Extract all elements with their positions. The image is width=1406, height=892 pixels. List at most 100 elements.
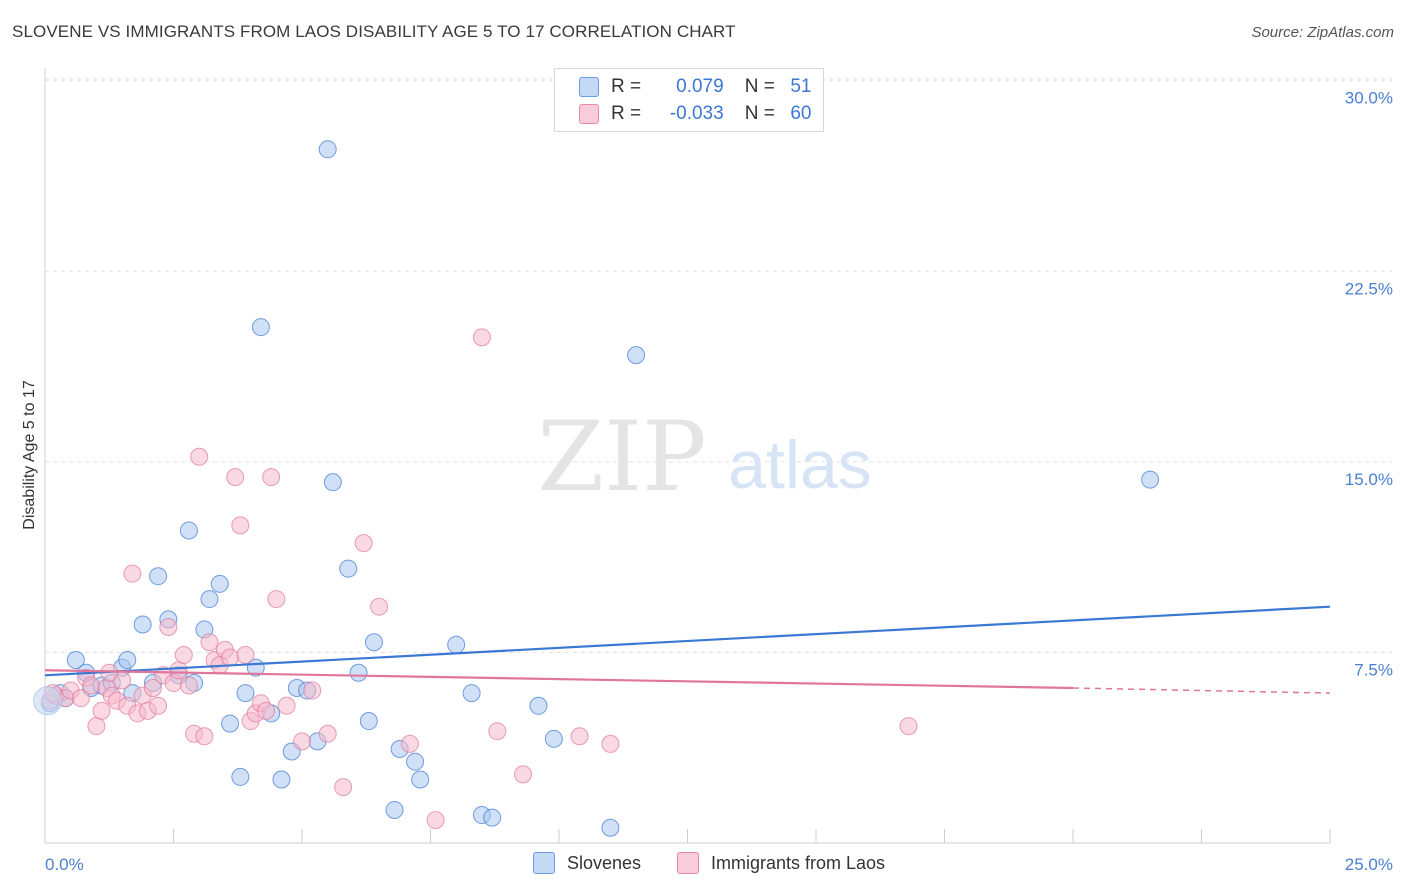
- point-slovenes: [221, 714, 240, 733]
- point-laos: [236, 645, 255, 664]
- point-laos: [267, 590, 286, 609]
- y-tick-label: 7.5%: [1354, 660, 1393, 679]
- tick-labels: 7.5% 15.0% 22.5% 30.0% 0.0% 25.0%: [45, 89, 1393, 874]
- legend-r-value: 0.079: [676, 76, 724, 97]
- point-laos: [277, 696, 296, 715]
- point-laos: [195, 727, 214, 746]
- point-slovenes: [339, 559, 358, 578]
- point-cluster: [33, 686, 63, 716]
- point-laos: [143, 679, 162, 697]
- point-slovenes: [133, 615, 152, 634]
- legend-r-label: R =: [611, 76, 642, 97]
- point-slovenes: [359, 712, 378, 731]
- point-laos: [334, 778, 353, 797]
- point-laos: [472, 328, 491, 347]
- point-slovenes: [236, 684, 255, 703]
- legend-row-laos: R = -0.033 N = 60: [579, 101, 811, 127]
- point-slovenes: [318, 140, 337, 159]
- point-laos: [149, 696, 168, 715]
- point-laos: [293, 732, 311, 751]
- point-slovenes: [364, 633, 383, 652]
- point-laos: [514, 765, 533, 784]
- legend-n-label: N =: [744, 76, 775, 97]
- point-laos: [82, 676, 101, 695]
- trend-line-laos: [44, 669, 1074, 690]
- point-laos: [400, 734, 419, 753]
- legend-r-label: R =: [611, 103, 642, 124]
- legend-item-laos: Immigrants from Laos: [677, 852, 885, 874]
- point-laos: [123, 564, 142, 583]
- legend-n-label: N =: [744, 103, 775, 124]
- point-laos: [179, 676, 198, 695]
- legend-n-value: 60: [790, 103, 812, 124]
- legend-label-slovenes: Slovenes: [567, 852, 642, 873]
- point-slovenes: [323, 473, 342, 492]
- point-laos: [190, 447, 209, 466]
- point-slovenes: [385, 800, 404, 819]
- point-slovenes: [118, 651, 137, 670]
- point-laos: [231, 516, 250, 535]
- point-slovenes: [231, 767, 250, 786]
- watermark-atlas: atlas: [728, 427, 872, 503]
- point-laos: [226, 468, 245, 487]
- point-slovenes: [66, 651, 85, 670]
- point-slovenes: [179, 521, 198, 540]
- point-laos: [899, 717, 918, 736]
- point-slovenes: [349, 663, 368, 682]
- point-laos: [92, 701, 111, 720]
- point-laos: [87, 717, 106, 736]
- point-slovenes: [601, 818, 620, 837]
- x-tick-label-end: 25.0%: [1345, 855, 1393, 874]
- point-laos: [221, 648, 240, 667]
- point-laos: [71, 689, 90, 708]
- point-slovenes: [406, 752, 425, 771]
- legend-swatch-laos: [579, 104, 599, 124]
- point-slovenes: [251, 318, 270, 337]
- legend-swatch-slovenes: [579, 77, 599, 97]
- legend-n-value: 51: [790, 76, 812, 97]
- legend-swatch-slovenes: [533, 852, 555, 874]
- point-laos: [426, 811, 445, 830]
- point-laos: [488, 722, 507, 741]
- point-slovenes: [210, 574, 229, 593]
- point-laos: [601, 734, 620, 753]
- legend-item-slovenes: Slovenes: [533, 852, 641, 874]
- legend-row-slovenes: R = 0.079 N = 51: [579, 74, 811, 100]
- point-slovenes: [447, 635, 466, 654]
- trend-line-slovenes: [44, 605, 1331, 677]
- point-slovenes: [544, 729, 563, 748]
- point-slovenes: [483, 808, 502, 827]
- chart-title: SLOVENE VS IMMIGRANTS FROM LAOS DISABILI…: [12, 22, 736, 41]
- series-legend: Slovenes Immigrants from Laos: [0, 852, 1406, 880]
- point-laos: [257, 701, 276, 720]
- data-points: [33, 140, 1160, 837]
- legend-r-value: -0.033: [669, 103, 724, 124]
- point-slovenes: [529, 696, 548, 715]
- point-laos: [174, 645, 193, 664]
- watermark: ZIP atlas: [537, 401, 871, 513]
- y-axis-label: Disability Age 5 to 17: [21, 380, 38, 530]
- grid-lines: [45, 78, 1392, 653]
- point-slovenes: [1141, 470, 1160, 489]
- point-laos: [303, 681, 322, 700]
- legend-swatch-laos: [677, 852, 699, 874]
- point-laos: [570, 727, 589, 746]
- point-laos: [169, 661, 188, 680]
- y-tick-label: 30.0%: [1345, 89, 1393, 108]
- point-laos: [318, 724, 337, 743]
- correlation-legend: R = 0.079 N = 51 R = -0.033 N = 60: [554, 68, 824, 132]
- point-laos: [354, 534, 373, 553]
- x-tick-label-start: 0.0%: [45, 855, 84, 874]
- point-slovenes: [200, 590, 219, 609]
- trend-line-laos-extrapolated: [1072, 687, 1331, 694]
- trend-lines: [44, 605, 1331, 694]
- point-slovenes: [272, 770, 291, 789]
- point-laos: [370, 597, 389, 616]
- watermark-zip: ZIP: [537, 401, 706, 513]
- source-label: Source: ZipAtlas.com: [1251, 24, 1394, 41]
- point-laos: [262, 468, 281, 487]
- point-slovenes: [462, 684, 481, 703]
- point-laos: [200, 633, 219, 652]
- y-tick-label: 22.5%: [1345, 279, 1393, 298]
